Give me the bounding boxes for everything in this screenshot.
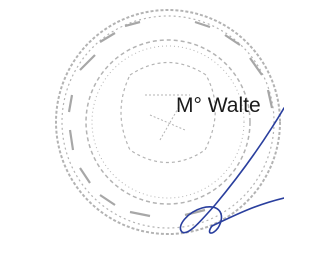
stamp-lettering [69, 22, 272, 216]
signature-name: M° Walte [176, 94, 261, 117]
stamp-inner-ring [92, 46, 244, 198]
stamp-ring [62, 16, 274, 228]
signature-stroke [212, 198, 284, 226]
stamp-outer-ring [56, 10, 280, 234]
stamp-seal [56, 10, 280, 234]
page: M° Walte (() => { const data = JSON.pars… [0, 0, 320, 271]
stamp-inner-ring [86, 40, 250, 204]
document-fragment: M° Walte [0, 0, 284, 271]
